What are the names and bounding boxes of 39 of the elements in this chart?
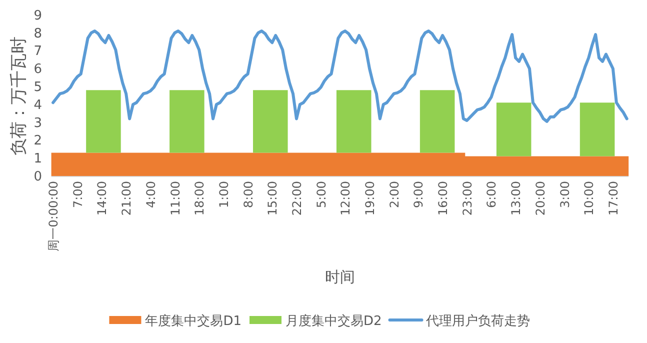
x-tick-label: 21:00: [120, 181, 134, 216]
y-tick-label: 6: [34, 62, 42, 78]
y-tick-label: 1: [34, 152, 42, 167]
legend-label: 月度集中交易D2: [286, 313, 382, 329]
x-tick-label: 2:00: [387, 181, 402, 208]
x-tick-label: 4:00: [144, 181, 158, 208]
x-tick-label: 7:00: [70, 181, 85, 208]
y-tick-label: 0: [34, 170, 42, 184]
y-tick-label: 8: [34, 26, 42, 42]
x-tick-label: 5:00: [314, 181, 328, 208]
x-tick-label: 3:00: [558, 181, 572, 208]
x-tick-label: 18:00: [192, 181, 207, 216]
x-tick-label: 12:00: [338, 181, 353, 216]
x-tick-label: 20:00: [533, 181, 548, 216]
y-axis-title: 负荷：万千瓦时: [9, 36, 29, 156]
y-tick-label: 9: [34, 8, 42, 24]
legend-label: 代理用户负荷走势: [424, 314, 530, 329]
y-tick-label: 4: [34, 98, 42, 113]
x-tick-label: 14:00: [95, 181, 110, 216]
y-tick-label: 7: [34, 44, 42, 60]
x-tick-label: 16:00: [436, 181, 450, 216]
x-tick-label: 22:00: [290, 181, 304, 216]
x-tick-label: 13:00: [509, 181, 524, 216]
y-tick-label: 3: [34, 116, 42, 131]
x-tick-label: 9:00: [412, 181, 426, 208]
x-tick-label: 15:00: [266, 181, 280, 216]
x-tick-label: 1:00: [216, 181, 231, 208]
y-tick-label: 2: [34, 134, 42, 149]
x-tick-label: 23:00: [460, 181, 474, 216]
legend-label: 年度集中交易D1: [145, 313, 242, 329]
x-tick-label: 周一0:00:00: [46, 181, 61, 252]
x-tick-label: 6:00: [484, 181, 499, 208]
x-tick-label: 8:00: [241, 181, 256, 208]
y-tick-label: 5: [34, 80, 42, 95]
x-axis-title: 时间: [324, 268, 355, 286]
x-tick-label: 10:00: [582, 181, 596, 216]
x-tick-label: 11:00: [168, 181, 182, 216]
x-tick-label: 17:00: [606, 181, 620, 216]
x-tick-label: 19:00: [363, 181, 378, 216]
